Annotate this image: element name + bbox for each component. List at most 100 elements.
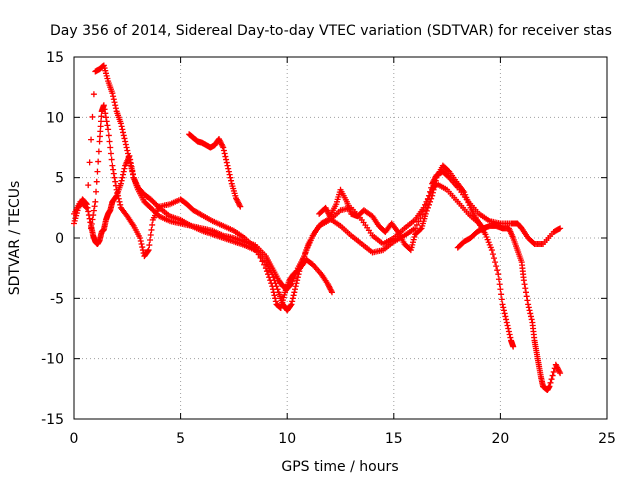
data-point xyxy=(525,301,532,308)
data-point xyxy=(294,274,301,281)
data-point xyxy=(289,298,296,305)
data-point xyxy=(227,174,234,181)
data-point xyxy=(139,247,146,254)
data-point xyxy=(255,251,262,258)
data-point xyxy=(86,215,93,222)
data-series xyxy=(71,62,564,394)
data-point xyxy=(88,220,95,227)
y-axis-label: SDTVAR / TECUs xyxy=(7,181,23,296)
data-point xyxy=(110,170,117,177)
series-trace-c xyxy=(88,102,335,311)
data-point xyxy=(137,238,144,245)
data-point xyxy=(93,178,100,185)
data-point xyxy=(223,159,230,166)
data-point xyxy=(91,203,98,210)
data-point xyxy=(129,168,136,175)
data-point xyxy=(110,166,117,173)
data-point xyxy=(88,136,95,143)
data-point xyxy=(120,168,127,175)
data-point xyxy=(112,102,119,109)
data-point xyxy=(292,283,299,290)
data-point xyxy=(272,298,279,305)
data-point xyxy=(120,129,127,136)
data-point xyxy=(549,372,556,379)
data-point xyxy=(493,263,500,270)
data-point xyxy=(83,204,90,211)
data-point xyxy=(113,186,120,193)
data-point xyxy=(101,106,108,113)
data-point xyxy=(262,265,269,272)
data-point xyxy=(272,295,279,302)
data-point xyxy=(119,174,126,181)
data-point xyxy=(546,383,553,390)
data-point xyxy=(115,195,122,202)
data-point xyxy=(495,276,502,283)
data-point xyxy=(110,93,117,100)
data-point xyxy=(90,91,97,98)
data-point xyxy=(505,328,512,335)
data-point xyxy=(495,271,502,278)
data-point xyxy=(289,295,296,302)
data-point xyxy=(527,310,534,317)
data-point xyxy=(328,289,335,296)
data-point xyxy=(125,150,132,157)
data-point xyxy=(107,150,114,157)
data-point xyxy=(428,195,435,202)
series-trace-f xyxy=(454,222,564,394)
data-point xyxy=(500,307,507,314)
data-point xyxy=(120,171,127,178)
x-axis-label: GPS time / hours xyxy=(281,459,398,475)
data-point xyxy=(150,199,157,206)
data-point xyxy=(124,147,131,154)
data-point xyxy=(253,248,260,255)
data-point xyxy=(502,313,509,320)
data-point xyxy=(269,283,276,290)
data-point xyxy=(122,138,129,145)
data-point xyxy=(497,286,504,293)
data-point xyxy=(109,162,116,169)
data-point xyxy=(423,207,430,214)
x-tick-label: 10 xyxy=(278,431,296,447)
data-point xyxy=(98,118,105,125)
data-point xyxy=(115,192,122,199)
grid xyxy=(74,57,607,419)
data-point xyxy=(432,180,439,187)
plot-frame xyxy=(73,56,608,420)
y-tick-label: 0 xyxy=(55,231,64,247)
data-point xyxy=(510,343,517,350)
data-point xyxy=(139,244,146,251)
data-point xyxy=(146,242,153,249)
data-point xyxy=(145,247,152,254)
data-point xyxy=(291,289,298,296)
data-point xyxy=(102,114,109,121)
data-point xyxy=(503,319,510,326)
data-point xyxy=(263,268,270,275)
y-tick-label: -10 xyxy=(41,352,64,368)
data-point xyxy=(237,203,244,210)
data-point xyxy=(422,210,429,217)
data-point xyxy=(152,200,159,207)
data-point xyxy=(225,165,232,172)
data-point xyxy=(226,171,233,178)
data-point xyxy=(228,177,235,184)
data-point xyxy=(224,162,231,169)
data-point xyxy=(105,132,112,139)
data-point xyxy=(120,132,127,139)
data-point xyxy=(121,165,128,172)
data-point xyxy=(223,156,230,163)
data-point xyxy=(96,138,103,145)
data-point xyxy=(302,250,309,257)
data-point xyxy=(270,289,277,296)
data-point xyxy=(269,286,276,293)
data-point xyxy=(488,247,495,254)
data-point xyxy=(82,203,89,210)
data-point xyxy=(121,135,128,142)
y-tick-label: -5 xyxy=(50,291,64,307)
data-point xyxy=(149,221,156,228)
data-point xyxy=(127,159,134,166)
data-point xyxy=(147,237,154,244)
data-point xyxy=(489,251,496,258)
data-point xyxy=(89,216,96,223)
data-point xyxy=(117,201,124,208)
